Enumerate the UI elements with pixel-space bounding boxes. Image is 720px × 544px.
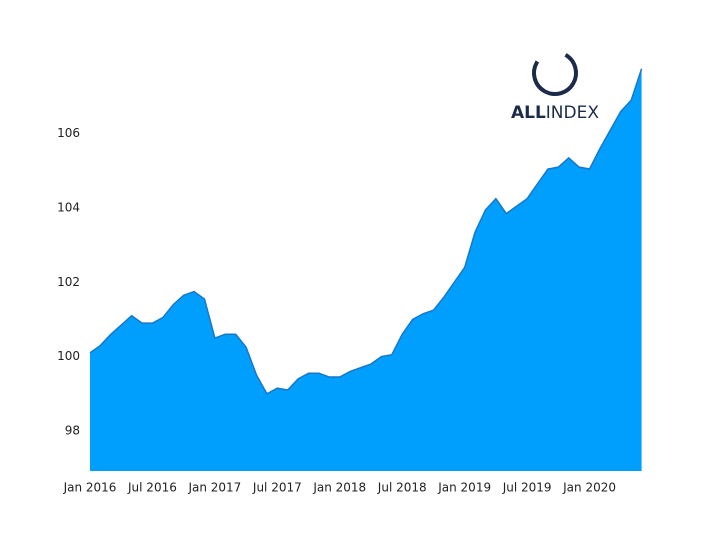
logo-ring <box>532 50 578 97</box>
logo-bold: ALL <box>511 103 546 123</box>
x-tick-label: Jul 2017 <box>252 481 302 495</box>
logo-text: ALLINDEX <box>511 103 599 123</box>
x-tick-label: Jan 2016 <box>63 481 117 495</box>
y-tick-label: 104 <box>57 201 80 215</box>
y-tick-label: 106 <box>57 126 80 140</box>
x-tick-label: Jan 2018 <box>312 481 366 495</box>
x-tick-label: Jan 2017 <box>187 481 241 495</box>
area-line <box>89 68 643 395</box>
x-tick-label: Jan 2019 <box>437 481 491 495</box>
y-tick-label: 102 <box>57 275 80 289</box>
logo-light: INDEX <box>546 103 600 123</box>
x-tick-label: Jul 2019 <box>502 481 552 495</box>
area <box>90 68 642 471</box>
y-tick-label: 100 <box>57 349 80 363</box>
x-tick-label: Jul 2018 <box>377 481 427 495</box>
x-tick-label: Jan 2020 <box>562 481 616 495</box>
x-tick-label: Jul 2016 <box>127 481 177 495</box>
y-tick-label: 98 <box>65 423 80 437</box>
logo: ALLINDEX <box>511 50 599 123</box>
